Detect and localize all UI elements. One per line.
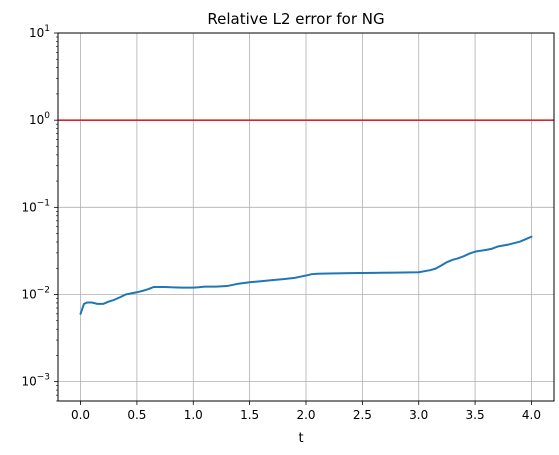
x-tick-label: 0.0 — [71, 408, 90, 422]
x-tick-label: 1.0 — [184, 408, 203, 422]
y-tick-label: 101 — [29, 24, 50, 40]
x-tick-label: 0.5 — [127, 408, 146, 422]
series-line — [79, 235, 533, 315]
x-tick-label: 4.0 — [522, 408, 541, 422]
x-tick-label: 3.5 — [466, 408, 485, 422]
y-tick-label: 100 — [29, 111, 50, 127]
grid — [58, 32, 554, 401]
y-tick-label: 10−2 — [21, 285, 50, 301]
y-tick-label: 10−1 — [21, 198, 50, 214]
x-axis-label: t — [298, 431, 303, 446]
y-tick-label: 10−3 — [21, 373, 50, 389]
x-axis: 0.0 0.5 1.0 1.5 2.0 2.5 3.0 3.5 4.0 — [71, 401, 541, 422]
x-tick-label: 2.0 — [296, 408, 315, 422]
x-tick-label: 3.0 — [409, 408, 428, 422]
y-axis: 10−3 10−2 10−1 100 101 — [21, 24, 58, 402]
series-group — [79, 235, 533, 315]
x-tick-label: 1.5 — [240, 408, 259, 422]
chart-title: Relative L2 error for NG — [207, 10, 384, 28]
x-tick-label: 2.5 — [353, 408, 372, 422]
